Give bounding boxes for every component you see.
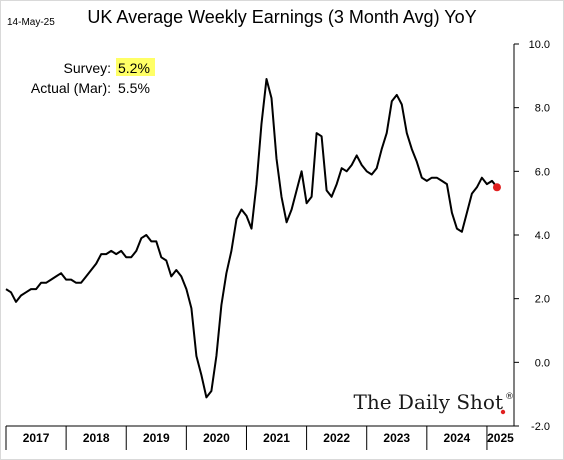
survey-highlight	[116, 58, 155, 76]
survey-value: 5.2%	[118, 60, 150, 76]
x-tick-label: 2019	[143, 431, 170, 445]
y-tick-label: 0.0	[535, 357, 550, 369]
x-tick-label: 2023	[383, 431, 410, 445]
date-stamp: 14-May-25	[7, 17, 55, 28]
series-layer	[5, 78, 501, 399]
chart-title: UK Average Weekly Earnings (3 Month Avg)…	[87, 7, 476, 27]
y-tick-label: 6.0	[535, 166, 550, 178]
brand-logo: The Daily Shot	[354, 390, 503, 414]
y-tick-label: 4.0	[535, 230, 550, 242]
x-tick-label: 2024	[444, 431, 471, 445]
x-tick-label: 2022	[323, 431, 350, 445]
brand-registered-mark: ®	[505, 392, 514, 402]
x-tick-label: 2021	[263, 431, 290, 445]
x-tick-label: 2017	[23, 431, 50, 445]
actual-label: Actual (Mar):	[31, 80, 111, 96]
y-tick-label: 10.0	[529, 39, 550, 51]
brand-dot	[500, 409, 506, 415]
x-tick-label: 2020	[203, 431, 230, 445]
y-tick-label: 2.0	[535, 294, 550, 306]
series-line	[5, 78, 498, 399]
survey-label: Survey:	[64, 60, 111, 76]
x-tick-label: 2025	[487, 431, 514, 445]
latest-point	[492, 183, 501, 192]
y-tick-label: 8.0	[535, 103, 550, 115]
x-tick-label: 2018	[83, 431, 110, 445]
y-tick-label: -2.0	[531, 421, 550, 433]
y-axis: 10.0 8.0 6.0 4.0 2.0 0.0 -2.0	[513, 39, 550, 433]
actual-value: 5.5%	[118, 80, 150, 96]
x-axis: 2017 2018 2019 2020 2021 2022 2023 2024 2025	[5, 425, 514, 450]
